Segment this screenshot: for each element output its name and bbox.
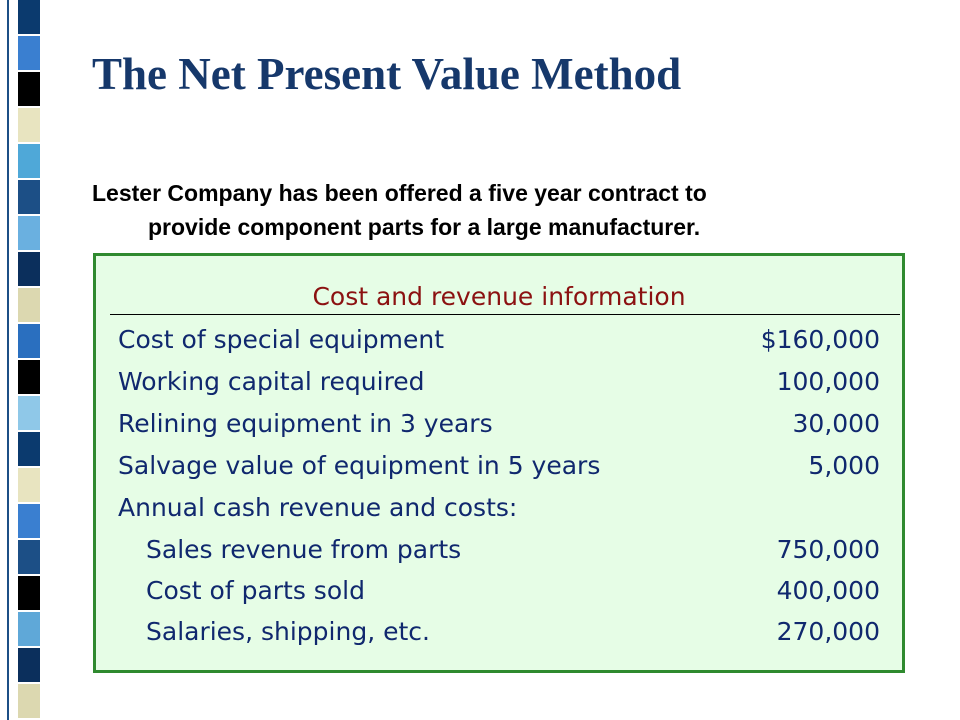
strip-block (18, 360, 40, 394)
intro-line: Lester Company has been offered a five y… (92, 180, 707, 206)
strip-block (18, 144, 40, 178)
strip-block (18, 288, 40, 322)
strip-block (18, 612, 40, 646)
row-amount: 270,000 (776, 617, 880, 646)
strip-block (18, 72, 40, 106)
strip-block (18, 576, 40, 610)
row-label: Cost of parts sold (146, 576, 365, 605)
row-label: Working capital required (118, 367, 425, 396)
row-label: Sales revenue from parts (146, 535, 462, 564)
heading-rule (110, 314, 900, 315)
intro-line: provide component parts for a large manu… (148, 214, 701, 240)
strip-block (18, 540, 40, 574)
strip-block (18, 396, 40, 430)
row-label: Relining equipment in 3 years (118, 409, 493, 438)
strip-block (18, 432, 40, 466)
strip-block (18, 648, 40, 682)
slide-title: The Net Present Value Method (92, 49, 682, 99)
strip-block (18, 684, 40, 718)
group-label: Annual cash revenue and costs: (118, 493, 518, 522)
strip-block (18, 216, 40, 250)
row-label: Cost of special equipment (118, 325, 445, 354)
row-label: Salvage value of equipment in 5 years (118, 451, 601, 480)
row-amount: 400,000 (776, 576, 880, 605)
strip-block (18, 504, 40, 538)
strip-block (18, 36, 40, 70)
strip-block (18, 108, 40, 142)
row-amount: 30,000 (792, 409, 880, 438)
strip-block (18, 0, 40, 34)
row-amount: 100,000 (776, 367, 880, 396)
row-amount: $160,000 (760, 325, 880, 354)
strip-block (18, 252, 40, 286)
strip-block (18, 180, 40, 214)
decorative-strip (7, 0, 40, 720)
row-amount: 750,000 (776, 535, 880, 564)
row-label: Salaries, shipping, etc. (146, 617, 430, 646)
strip-block (18, 324, 40, 358)
row-amount: 5,000 (808, 451, 880, 480)
info-box: Cost and revenue information Cost of spe… (93, 253, 905, 673)
strip-block (18, 468, 40, 502)
table-heading: Cost and revenue information (312, 282, 686, 311)
